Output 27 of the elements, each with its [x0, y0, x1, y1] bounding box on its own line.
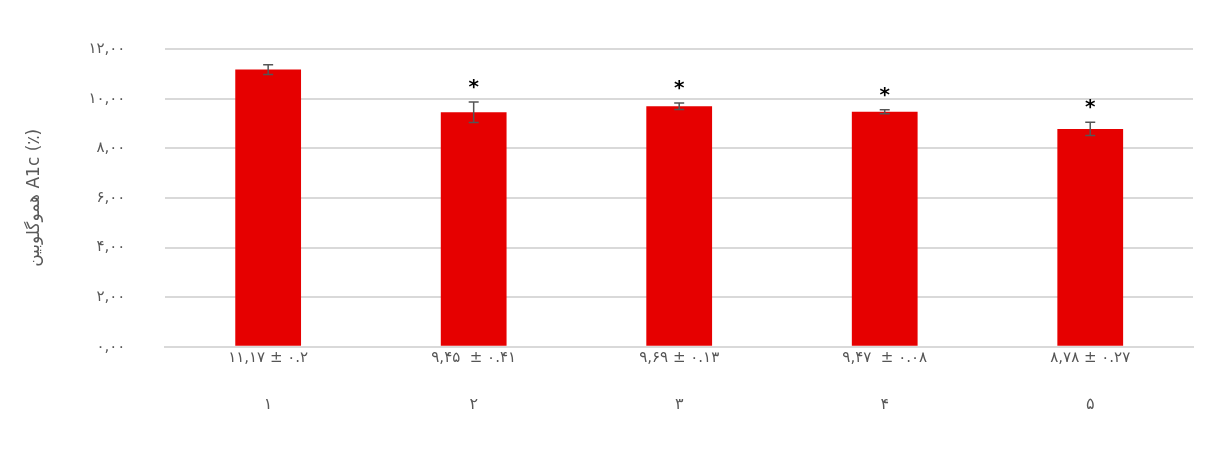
data-label: ۹,۴۷ ± ۰.۰۸ — [842, 348, 928, 367]
bar — [646, 106, 713, 346]
y-tick-label: ۲,۰۰ — [96, 287, 126, 306]
data-label: ۱۱,۱۷ ± ۰.۲ — [228, 348, 309, 367]
y-tick-label: ۶,۰۰ — [96, 187, 126, 206]
x-tick-label: ۲ — [469, 393, 478, 413]
bar — [235, 69, 302, 346]
x-tick-label: ۳ — [674, 393, 684, 413]
data-label: ۹,۶۹ ± ۰.۱۳ — [639, 348, 720, 367]
data-label: ۸,۷۸ ± ۰.۲۷ — [1050, 348, 1131, 367]
x-tick-label: ۴ — [880, 393, 890, 413]
annotation: * — [1085, 94, 1097, 119]
bar — [1057, 128, 1124, 346]
y-tick-label: ۱۲,۰۰ — [88, 38, 126, 57]
y-tick-label: ۱۰,۰۰ — [88, 88, 126, 107]
bar — [440, 112, 507, 346]
bar — [851, 111, 918, 346]
y-tick-label: ۴,۰۰ — [96, 237, 126, 256]
y-tick-label: ۸,۰۰ — [96, 138, 126, 157]
annotation: * — [879, 82, 891, 106]
x-tick-label: ۵ — [1085, 393, 1095, 413]
annotation: * — [673, 75, 685, 100]
x-tick-label: ۱ — [263, 393, 273, 413]
y-tick-label: ۰,۰۰ — [96, 336, 126, 355]
y-axis-title: هموگلوبین A1c (٪) — [22, 128, 43, 267]
annotation: * — [468, 74, 480, 99]
data-label: ۹,۴۵ ± ۰.۴۱ — [431, 348, 517, 367]
